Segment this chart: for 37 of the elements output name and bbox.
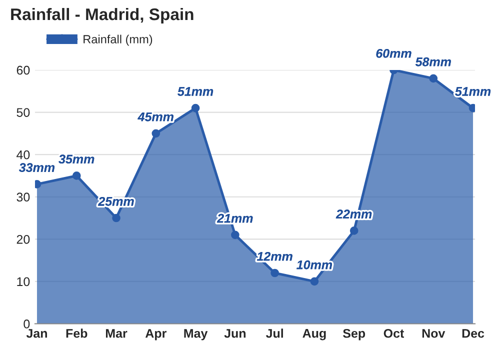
x-tick-label: Jun [224, 329, 246, 338]
data-label: 45mm [138, 112, 174, 122]
point [112, 214, 120, 222]
x-tick-label: Sep [342, 328, 366, 340]
chart-title: Rainfall - Madrid, Spain [11, 8, 194, 24]
y-tick-label: 0 [24, 320, 30, 328]
x-tick-label: Jan [26, 329, 47, 338]
data-label: 58mm [415, 57, 451, 66]
point [191, 104, 200, 112]
data-label: 51mm [455, 87, 491, 96]
x-tick-label: Feb [66, 328, 88, 338]
point [310, 277, 319, 286]
point [350, 226, 358, 235]
x-tick-label: Aug [302, 329, 326, 340]
point [152, 129, 160, 138]
data-label: 60mm [376, 48, 412, 58]
x-tick-label: May [184, 329, 208, 340]
x-tick-label: Dec [462, 329, 484, 338]
y-tick-label: 40 [16, 150, 30, 160]
y-tick-label: 60 [16, 66, 30, 75]
y-tick-label: 10 [17, 277, 30, 286]
data-label: 35mm [58, 154, 94, 164]
x-tick-label: Jul [266, 328, 283, 338]
data-label: 51mm [178, 87, 214, 96]
x-tick-label: Mar [106, 329, 128, 338]
legend-label: Rainfall (mm) [84, 34, 152, 46]
y-tick-label: 30 [16, 192, 30, 202]
point [72, 172, 81, 180]
x-tick-label: Apr [145, 329, 166, 340]
point [270, 268, 279, 278]
x-tick-label: Nov [422, 329, 446, 338]
y-tick-label: 50 [16, 108, 30, 117]
y-tick-label: 20 [16, 234, 30, 244]
x-tick-label: Oct [384, 328, 404, 338]
point [231, 230, 240, 240]
point [429, 74, 438, 83]
data-label: 33mm [19, 163, 55, 172]
